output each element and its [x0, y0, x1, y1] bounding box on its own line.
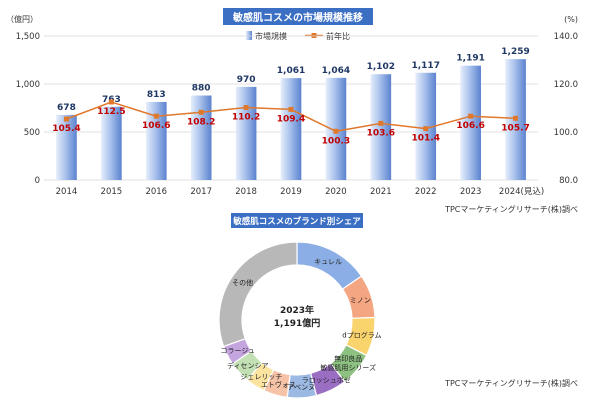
bar	[56, 114, 77, 180]
bar-value-label: 1,102	[367, 62, 395, 72]
right-tick-label: 140.0	[554, 32, 578, 42]
left-tick-label: 1,000	[16, 80, 40, 90]
chart2-source: TPCマーケティングリサーチ(株)調べ	[444, 378, 578, 388]
bar-value-label: 813	[147, 90, 166, 100]
bar	[280, 78, 302, 180]
x-tick-label: 2016	[145, 187, 167, 197]
yoy-markers	[63, 99, 519, 134]
right-tick-label: 100.0	[554, 128, 578, 138]
slice-label: dプログラム	[342, 331, 381, 340]
left-tick-label: 500	[24, 128, 40, 138]
yoy-value-label: 105.7	[501, 123, 529, 133]
yoy-value-labels: 105.4 112.5 106.6 108.2 110.2 109.4 100.3 103.6…	[52, 107, 530, 146]
x-tick-label: 2018	[235, 187, 257, 197]
x-tick-label: 2014	[56, 187, 78, 197]
bar	[235, 86, 257, 180]
bar-value-label: 880	[192, 84, 211, 94]
left-axis-ticks: 0 500 1,000 1,500	[16, 32, 40, 186]
slice-label: ミノン	[350, 296, 371, 304]
slice-label: ディセンシア	[227, 361, 269, 370]
bar-value-label: 1,191	[456, 54, 484, 64]
yoy-value-label: 106.6	[456, 121, 484, 131]
bar	[101, 106, 122, 180]
bar	[190, 95, 212, 180]
yoy-value-label: 100.3	[322, 136, 350, 146]
yoy-value-label: 109.4	[277, 114, 305, 124]
x-tick-label: 2021	[370, 187, 392, 197]
left-tick-label: 1,500	[16, 32, 40, 42]
right-tick-label: 120.0	[554, 80, 578, 90]
yoy-marker	[63, 116, 69, 122]
yoy-value-label: 103.6	[367, 128, 395, 138]
chart1-source: TPCマーケティングリサーチ(株)調べ	[444, 204, 578, 214]
x-tick-label: 2017	[190, 187, 212, 197]
chart1-title: 敏感肌コスメの市場規模推移	[232, 11, 363, 24]
right-axis-ticks: 80.0 100.0 120.0 140.0	[554, 32, 578, 186]
yoy-value-label: 112.5	[97, 107, 125, 117]
donut-center-total: 1,191億円	[274, 317, 320, 329]
slice-label: その他	[232, 278, 253, 287]
bar-series	[56, 59, 526, 180]
slice-label: ラロッシュポゼ	[302, 376, 351, 385]
yoy-marker	[378, 120, 384, 126]
bar-value-label: 1,117	[411, 61, 439, 71]
chart2-title: 敏感肌コスメのブランド別シェア	[232, 216, 361, 227]
yoy-marker	[243, 105, 249, 111]
bar-value-label: 678	[57, 103, 76, 113]
x-tick-label: 2019	[280, 187, 302, 197]
x-tick-label: 2023	[460, 187, 482, 197]
x-tick-label: 2024(見込)	[499, 186, 544, 197]
x-tick-label: 2022	[415, 187, 437, 197]
yoy-value-label: 108.2	[187, 117, 215, 127]
yoy-marker	[513, 115, 519, 121]
slice-label: エトヴォス	[261, 380, 296, 389]
chart2-title-bg	[231, 213, 363, 228]
yoy-marker	[333, 128, 339, 134]
bar-value-label: 1,061	[277, 66, 305, 76]
slice-label: 無印良品敏感肌用シリーズ	[320, 354, 376, 372]
donut-slice	[218, 241, 298, 348]
yoy-value-label: 106.6	[142, 121, 170, 131]
right-axis-unit: (%)	[564, 15, 578, 24]
bar	[460, 65, 481, 180]
yoy-value-label: 105.4	[52, 124, 80, 134]
market-size-chart: 敏感肌コスメの市場規模推移 （億円） (%) 市場規模 前年比 05001,00…	[6, 8, 578, 214]
yoy-value-label: 110.2	[232, 113, 260, 123]
yoy-marker	[153, 113, 159, 119]
bar-value-label: 1,064	[322, 66, 350, 76]
slice-label: ジェレリッチ	[240, 373, 282, 381]
bar-value-label: 1,259	[501, 47, 529, 57]
bar	[370, 74, 392, 180]
slice-label: コラージュ	[221, 347, 255, 355]
left-axis-unit: （億円）	[6, 14, 38, 24]
x-tick-label: 2020	[325, 187, 347, 197]
bar-value-label: 970	[237, 75, 256, 85]
donut-slices	[218, 241, 376, 399]
x-axis-ticks: 2014 2015 2016 2017 2018 2019 2020 2021 2022 2023…	[56, 186, 545, 197]
yoy-value-label: 101.4	[411, 134, 439, 144]
legend-bar-swatch	[246, 31, 252, 40]
donut-center-year: 2023年	[280, 304, 314, 316]
yoy-marker	[108, 99, 114, 105]
yoy-marker	[288, 106, 294, 112]
x-tick-label: 2015	[101, 187, 123, 197]
yoy-marker	[198, 109, 204, 115]
slice-label: アベンヌ	[287, 383, 315, 391]
slice-label: キュレル	[314, 258, 342, 266]
yoy-marker	[468, 113, 474, 119]
chart1-title-bg	[223, 8, 373, 25]
left-tick-label: 0	[35, 176, 40, 186]
yoy-marker	[423, 126, 429, 132]
bar	[145, 101, 167, 180]
legend-line-marker	[311, 33, 317, 38]
right-tick-label: 80.0	[559, 176, 578, 186]
